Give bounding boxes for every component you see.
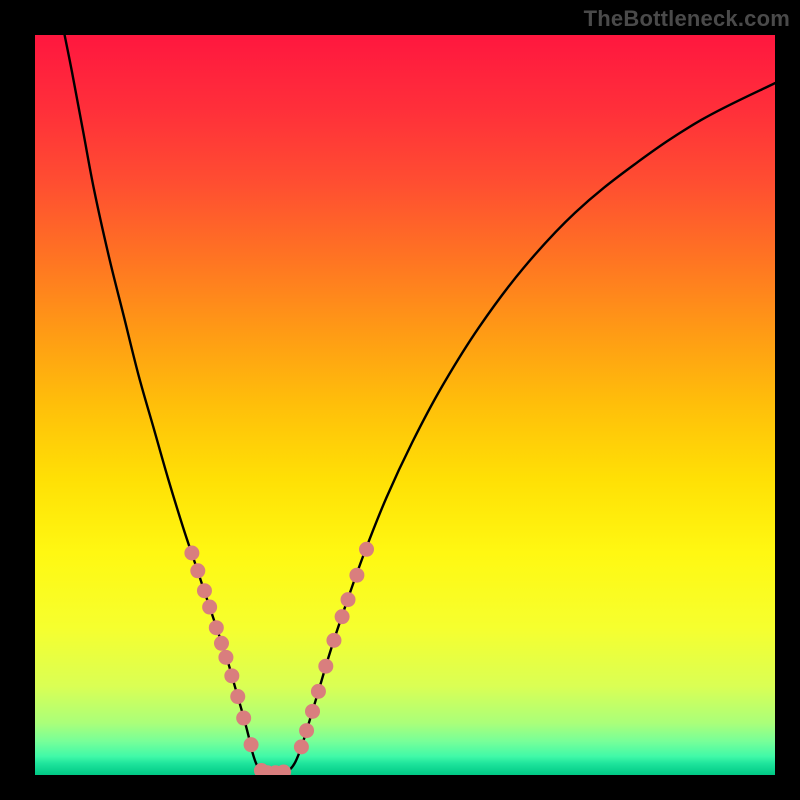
data-marker <box>318 659 333 674</box>
plot-area <box>35 35 775 775</box>
data-marker <box>299 723 314 738</box>
data-marker <box>341 592 356 607</box>
data-marker <box>214 636 229 651</box>
marker-group <box>184 542 374 775</box>
data-marker <box>335 609 350 624</box>
data-marker <box>209 620 224 635</box>
data-marker <box>359 542 374 557</box>
data-marker <box>190 563 205 578</box>
data-marker <box>218 650 233 665</box>
data-marker <box>326 633 341 648</box>
data-marker <box>224 668 239 683</box>
data-marker <box>311 684 326 699</box>
data-marker <box>236 711 251 726</box>
watermark-text: TheBottleneck.com <box>584 6 790 32</box>
bottleneck-curve <box>65 35 775 773</box>
data-marker <box>197 583 212 598</box>
data-marker <box>202 600 217 615</box>
data-marker <box>244 737 259 752</box>
data-marker <box>184 546 199 561</box>
plot-overlay <box>35 35 775 775</box>
data-marker <box>305 704 320 719</box>
data-marker <box>230 689 245 704</box>
data-marker <box>349 568 364 583</box>
data-marker <box>294 739 309 754</box>
chart-outer-frame: TheBottleneck.com <box>0 0 800 800</box>
